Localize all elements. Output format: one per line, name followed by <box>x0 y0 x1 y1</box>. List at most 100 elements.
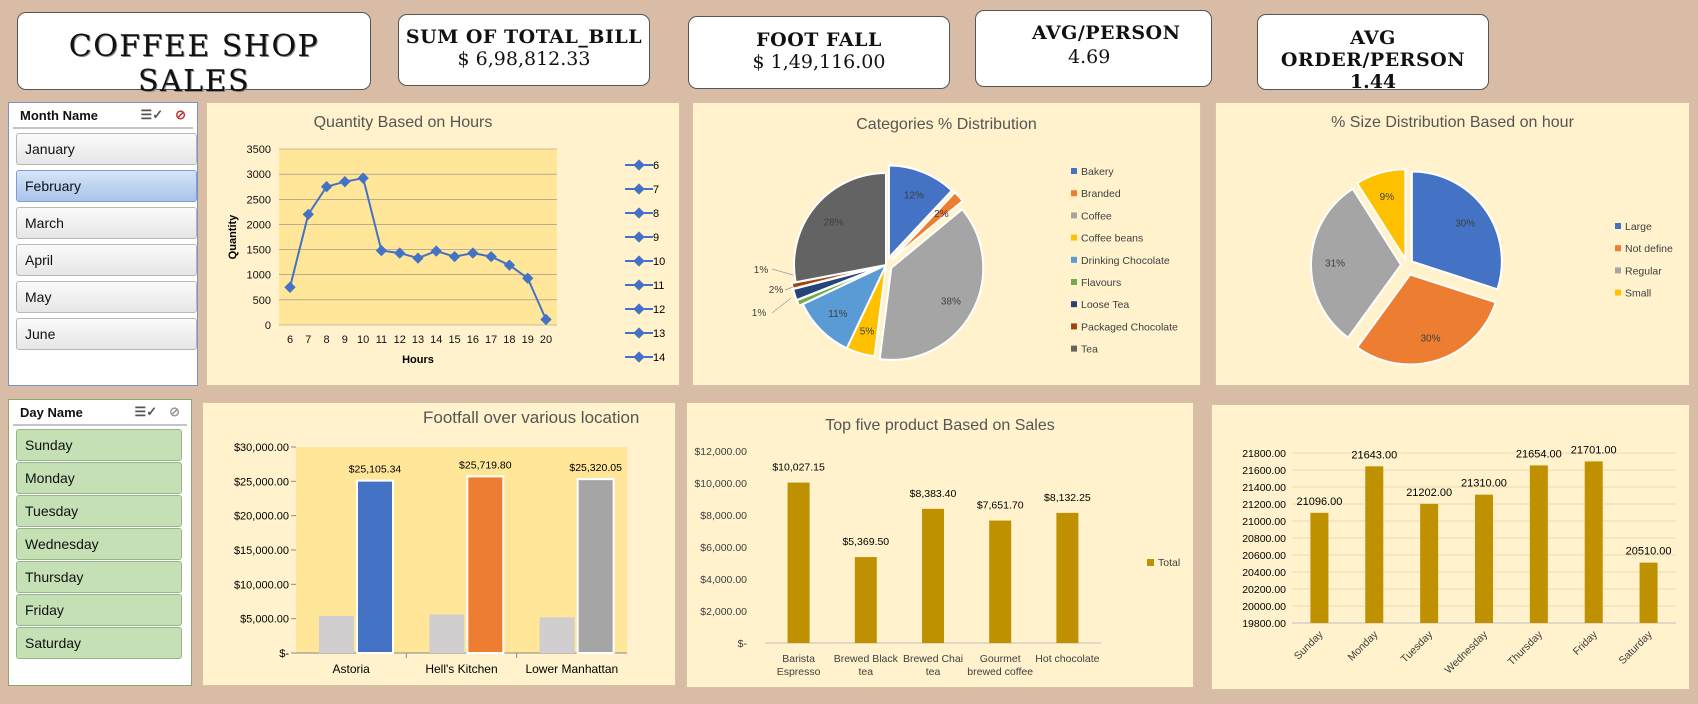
y-axis-label: Quantity <box>227 214 239 259</box>
categories-pie-chart: 12%2%38%5%11%1%2%1%28%BakeryBrandedCoffe… <box>752 164 1178 361</box>
x-tick-label: Wednesday <box>1443 628 1491 676</box>
data-label: $25,719.80 <box>459 459 512 471</box>
top-products-panel: Top five product Based on Sales $- $2,000… <box>686 402 1194 688</box>
legend-label: Coffee <box>1081 210 1112 222</box>
x-tick-label: 18 <box>503 334 515 346</box>
footfall-value: $ 1,49,116.00 <box>752 51 886 73</box>
days-bar-chart: 19800.00 20000.00 20200.00 20400.00 20600.00… <box>1242 444 1676 676</box>
x-tick-label: brewed coffee <box>967 666 1033 678</box>
legend-swatch <box>1071 234 1077 241</box>
y-tick-label: 1000 <box>247 270 271 282</box>
pie-slice <box>1355 273 1497 366</box>
data-point <box>485 250 497 263</box>
legend-label: Small <box>1625 288 1651 300</box>
dashboard-title-card: COFFEE SHOP SALES <box>17 12 371 99</box>
day-item-monday[interactable]: Monday <box>16 462 182 494</box>
data-label: $8,132.25 <box>1044 492 1091 504</box>
data-label: $8,383.40 <box>910 488 957 500</box>
leader-line <box>771 268 794 276</box>
y-tick-label: $25,000.00 <box>234 476 289 488</box>
chart-title: Categories % Distribution <box>856 116 1037 133</box>
chart-title: Footfall over various location <box>423 408 640 427</box>
bar <box>1310 512 1329 623</box>
clear-filter-icon[interactable]: ⊘ <box>175 107 186 122</box>
y-tick-label: 21600.00 <box>1242 465 1286 477</box>
pie-slice <box>887 164 954 261</box>
month-item-april[interactable]: April <box>16 244 197 276</box>
bar <box>787 482 810 643</box>
day-item-wednesday[interactable]: Wednesday <box>16 528 182 560</box>
multi-select-icon[interactable]: ☰✓ <box>134 404 158 419</box>
legend-swatch <box>1071 279 1077 285</box>
legend-label: 7 <box>653 184 659 196</box>
slice-label: 28% <box>824 218 844 229</box>
data-point <box>284 281 296 293</box>
bar <box>466 475 505 655</box>
y-tick-label: $6,000.00 <box>700 542 747 554</box>
month-item-january[interactable]: January <box>16 133 197 165</box>
data-label: 21701.00 <box>1571 444 1617 456</box>
leader-line <box>784 286 794 291</box>
legend-swatch <box>1615 223 1621 229</box>
day-slicer-title: Day Name <box>20 404 83 420</box>
legend-marker <box>633 255 645 267</box>
legend-label: Coffee beans <box>1081 233 1143 245</box>
y-tick-label: 20800.00 <box>1242 533 1286 545</box>
legend-label: Packaged Chocolate <box>1081 321 1178 333</box>
x-tick-label: Astoria <box>332 662 370 676</box>
clear-filter-icon[interactable]: ⊘ <box>169 404 180 419</box>
month-item-february[interactable]: February <box>16 170 197 202</box>
x-tick-label: 12 <box>394 334 406 346</box>
y-tick-label: 20200.00 <box>1242 584 1286 596</box>
avg-order-card: AVG ORDER/PERSON 1.44 <box>1257 14 1489 93</box>
y-tick-label: $4,000.00 <box>700 574 747 586</box>
multi-select-icon[interactable]: ☰✓ <box>140 107 164 122</box>
month-item-march[interactable]: March <box>16 207 197 239</box>
day-item-tuesday[interactable]: Tuesday <box>16 495 182 527</box>
day-item-saturday[interactable]: Saturday <box>16 627 182 659</box>
legend-swatch <box>1071 256 1077 263</box>
legend-swatch <box>1615 267 1621 274</box>
legend-label: 8 <box>653 208 659 220</box>
top-products-bar-chart: $- $2,000.00 $4,000.00 $6,000.00 $8,000.00 $1… <box>694 446 1180 678</box>
month-slicer-title: Month Name <box>20 107 98 123</box>
x-tick-label: Brewed Chai <box>903 653 963 665</box>
pie-slice <box>790 264 883 290</box>
slice-label: 11% <box>828 309 847 320</box>
footfall-bar-chart: $- $5,000.00 $10,000.00 $15,000.00 $20,000.0… <box>234 442 627 676</box>
x-tick-label: 6 <box>287 334 293 346</box>
legend-swatch <box>1615 245 1621 252</box>
slice-label: 30% <box>1420 333 1440 344</box>
day-item-sunday[interactable]: Sunday <box>16 429 182 461</box>
x-tick-label: Hell's Kitchen <box>425 662 497 676</box>
slice-label: 2% <box>769 285 784 296</box>
legend-marker <box>633 231 645 243</box>
legend-label: 10 <box>653 256 665 268</box>
legend-label: 12 <box>653 304 665 316</box>
data-label: $25,320.05 <box>569 462 622 474</box>
month-item-may[interactable]: May <box>16 281 197 313</box>
x-tick-label: 10 <box>357 334 369 346</box>
day-item-friday[interactable]: Friday <box>16 594 182 626</box>
legend-swatch <box>1147 559 1154 566</box>
y-tick-label: 20400.00 <box>1242 567 1286 579</box>
x-tick-label: Sunday <box>1292 628 1326 662</box>
day-item-thursday[interactable]: Thursday <box>16 561 182 593</box>
x-tick-label: Saturday <box>1616 628 1655 667</box>
data-point <box>448 250 461 263</box>
secondary-bar <box>429 614 465 653</box>
data-point <box>540 313 552 326</box>
x-tick-label: Lower Manhattan <box>525 662 618 676</box>
y-tick-label: $8,000.00 <box>700 510 747 522</box>
legend-label: Drinking Chocolate <box>1081 255 1170 267</box>
y-tick-label: 1500 <box>247 245 271 257</box>
slice-label: 30% <box>1455 219 1475 230</box>
data-point <box>394 247 406 259</box>
data-label: 21202.00 <box>1406 487 1452 499</box>
x-tick-label: Hot chocolate <box>1035 653 1099 665</box>
data-point <box>467 247 479 259</box>
month-item-june[interactable]: June <box>16 318 197 350</box>
footfall-label: FOOT FALL <box>756 29 882 51</box>
data-label: 21643.00 <box>1351 449 1397 461</box>
x-tick-label: Gourmet <box>980 653 1021 665</box>
